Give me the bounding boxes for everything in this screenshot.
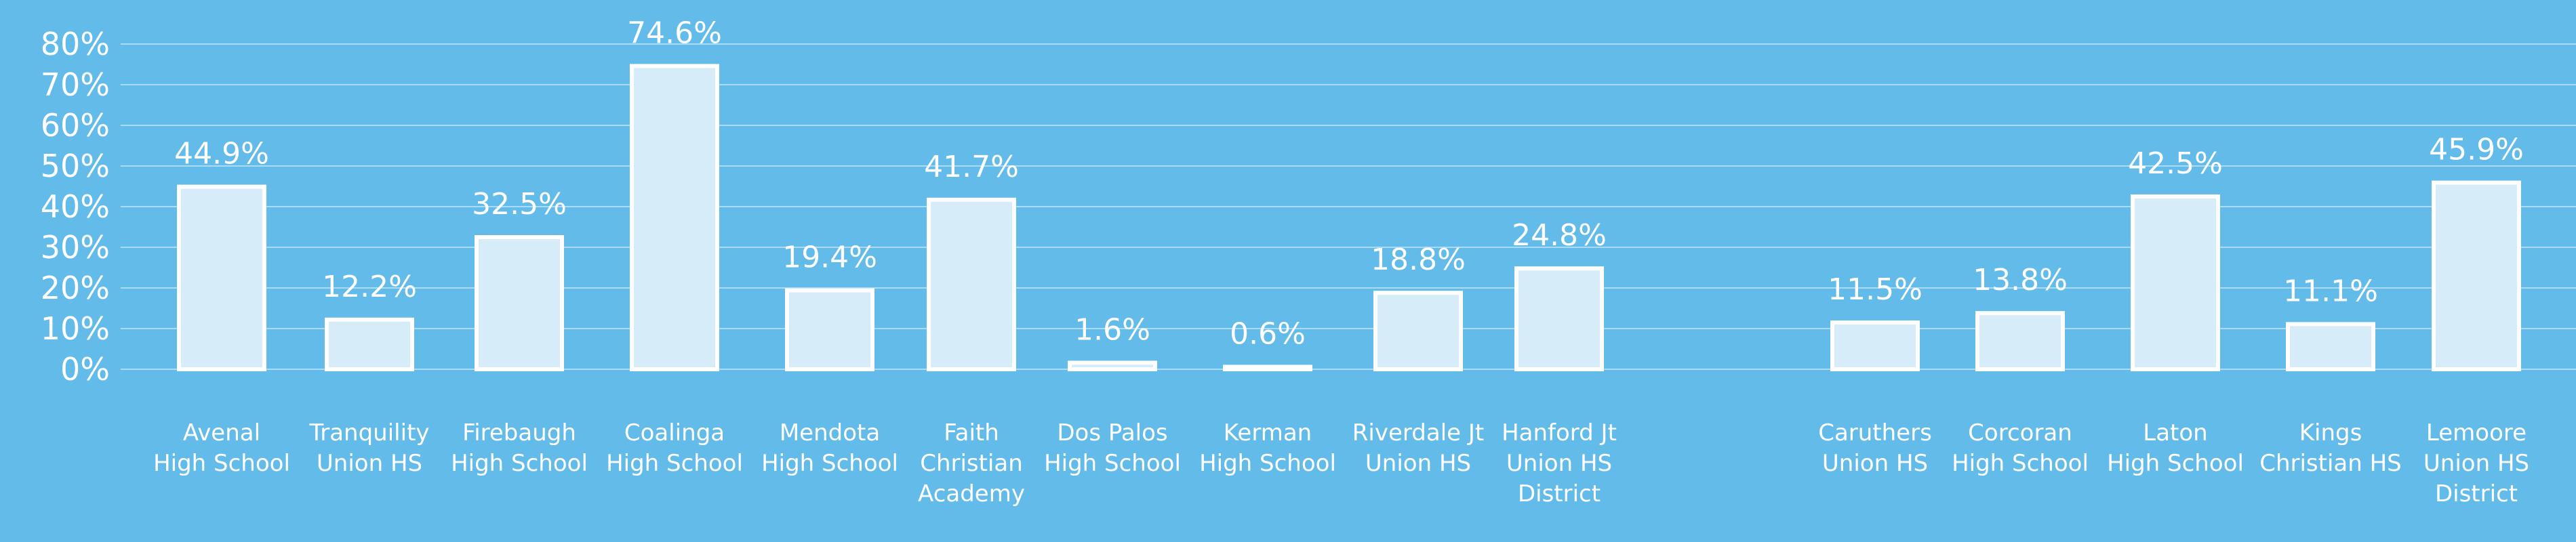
category-label-line: Union HS xyxy=(2423,450,2529,477)
category-label-line: Union HS xyxy=(1365,450,1471,477)
y-tick-label: 70% xyxy=(41,66,110,103)
data-label: 32.5% xyxy=(472,187,567,222)
category-label: Lemoore Union HS District xyxy=(2423,419,2529,507)
category-label-line: District xyxy=(1518,480,1601,507)
category-label-line: Lemoore xyxy=(2426,419,2527,446)
category-label-line: Christian xyxy=(920,450,1023,477)
category-label-line: High School xyxy=(761,450,898,477)
category-label-line: Christian HS xyxy=(2259,450,2402,477)
data-labels: 44.9% 12.2% 32.5% 74.6% 19.4% 41.7% 1.6% 0.6% 18… xyxy=(174,16,2524,351)
category-label: Laton High School xyxy=(2107,419,2244,477)
data-label: 13.8% xyxy=(1973,263,2068,297)
bar xyxy=(1223,364,1312,372)
data-label: 0.6% xyxy=(1230,316,1306,351)
category-label-line: Riverdale Jt xyxy=(1352,419,1484,446)
y-axis: 0% 10% 20% 30% 40% 50% 60% 70% 80% xyxy=(41,26,110,388)
category-label-line: High School xyxy=(1199,450,1336,477)
category-label-line: Faith xyxy=(944,419,999,446)
category-label-line: High School xyxy=(606,450,743,477)
data-label: 24.8% xyxy=(1512,218,1607,253)
category-label-line: High School xyxy=(153,450,290,477)
category-label-line: District xyxy=(2435,480,2518,507)
category-label-line: Union HS xyxy=(1822,450,1928,477)
category-label-line: Tranquility xyxy=(308,419,429,446)
data-label: 12.2% xyxy=(322,270,417,304)
category-label: Corcoran High School xyxy=(1952,419,2089,477)
category-label-line: Corcoran xyxy=(1968,419,2072,446)
y-tick-label: 0% xyxy=(60,351,110,388)
category-label-line: Avenal xyxy=(183,419,260,446)
category-label-line: Union HS xyxy=(317,450,422,477)
bar xyxy=(927,197,1016,371)
bar xyxy=(1514,266,1604,372)
category-label: Faith Christian Academy xyxy=(918,419,1025,507)
category-label: Avenal High School xyxy=(153,419,290,477)
data-label: 18.8% xyxy=(1371,243,1466,277)
category-label: Firebaugh High School xyxy=(451,419,588,477)
category-label: Coalinga High School xyxy=(606,419,743,477)
category-label-line: Kings xyxy=(2299,419,2362,446)
category-label: Kerman High School xyxy=(1199,419,1336,477)
bar xyxy=(785,288,874,372)
category-label-line: High School xyxy=(1952,450,2089,477)
category-label-line: Dos Palos xyxy=(1057,419,1167,446)
category-label: Kings Christian HS xyxy=(2259,419,2402,477)
category-label-line: Hanford Jt xyxy=(1502,419,1617,446)
category-label-line: Laton xyxy=(2143,419,2207,446)
y-tick-label: 80% xyxy=(41,26,110,62)
category-label-line: Union HS xyxy=(1506,450,1612,477)
category-label: Tranquility Union HS xyxy=(308,419,429,477)
category-label-line: High School xyxy=(451,450,588,477)
category-label-line: High School xyxy=(2107,450,2244,477)
bars xyxy=(177,64,2521,372)
data-label: 1.6% xyxy=(1074,312,1150,347)
category-label-line: Coalinga xyxy=(624,419,725,446)
category-label: Hanford Jt Union HS District xyxy=(1502,419,1617,507)
category-label-line: Kerman xyxy=(1224,419,1312,446)
category-label-line: Firebaugh xyxy=(462,419,576,446)
category-label: Dos Palos High School xyxy=(1044,419,1181,477)
bar xyxy=(1830,320,1920,371)
bar xyxy=(1373,291,1463,372)
bar xyxy=(1975,311,2065,372)
y-tick-label: 30% xyxy=(41,229,110,266)
data-label: 44.9% xyxy=(174,137,269,171)
bar xyxy=(2432,180,2521,371)
bar xyxy=(630,64,719,372)
bar xyxy=(2131,194,2220,371)
data-label: 11.5% xyxy=(1828,272,1923,307)
bar xyxy=(1068,360,1157,372)
category-label: Riverdale Jt Union HS xyxy=(1352,419,1484,477)
y-tick-label: 10% xyxy=(41,310,110,347)
y-tick-label: 20% xyxy=(41,270,110,306)
data-label: 19.4% xyxy=(782,241,877,275)
category-label-line: Caruthers xyxy=(1818,419,1932,446)
category-label: Mendota High School xyxy=(761,419,898,477)
category-label: Caruthers Union HS xyxy=(1818,419,1932,477)
category-labels: Avenal High School Tranquility Union HS Fire… xyxy=(153,419,2529,507)
y-tick-label: 40% xyxy=(41,188,110,225)
category-label-line: Mendota xyxy=(780,419,880,446)
data-label: 11.1% xyxy=(2283,274,2378,308)
y-tick-label: 60% xyxy=(41,107,110,144)
data-label: 42.5% xyxy=(2128,146,2223,181)
category-label-line: High School xyxy=(1044,450,1181,477)
bar xyxy=(177,184,266,371)
data-label: 45.9% xyxy=(2429,133,2524,167)
bar xyxy=(475,235,564,371)
y-tick-label: 50% xyxy=(41,148,110,184)
bar xyxy=(2286,322,2375,371)
category-label-line: Academy xyxy=(918,480,1025,507)
data-label: 41.7% xyxy=(924,150,1019,184)
data-label: 74.6% xyxy=(627,16,722,50)
bar xyxy=(325,317,414,371)
